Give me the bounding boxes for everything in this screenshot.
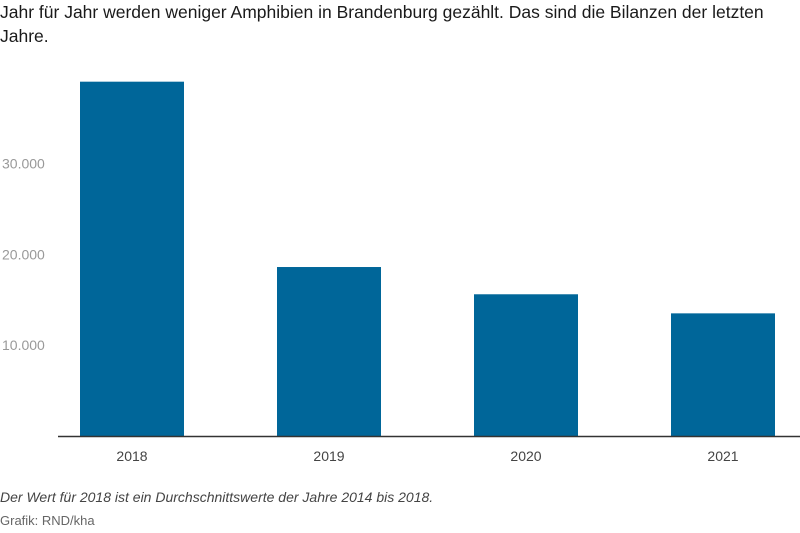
x-axis-labels: 2018 2019 2020 2021 — [116, 448, 738, 464]
chart-credit: Grafik: RND/kha — [0, 513, 95, 528]
bar-2021 — [671, 313, 775, 436]
y-tick-label: 10.000 — [2, 337, 45, 353]
y-tick-label: 20.000 — [2, 246, 45, 262]
chart-title: Jahr für Jahr werden weniger Amphibien i… — [0, 2, 764, 46]
x-tick-label: 2021 — [707, 448, 738, 464]
bar-2020 — [474, 294, 578, 436]
x-tick-label: 2018 — [116, 448, 147, 464]
bar-chart: 10.000 20.000 30.000 2018 2019 2020 2021 — [2, 81, 800, 464]
chart-footnote: Der Wert für 2018 ist ein Durchschnittsw… — [0, 489, 434, 505]
bar-2018 — [80, 81, 184, 436]
x-tick-label: 2019 — [313, 448, 344, 464]
bar-2019 — [277, 267, 381, 436]
y-axis-ticks: 10.000 20.000 30.000 — [2, 155, 45, 353]
bars — [80, 81, 775, 436]
y-tick-label: 30.000 — [2, 155, 45, 171]
x-tick-label: 2020 — [510, 448, 541, 464]
